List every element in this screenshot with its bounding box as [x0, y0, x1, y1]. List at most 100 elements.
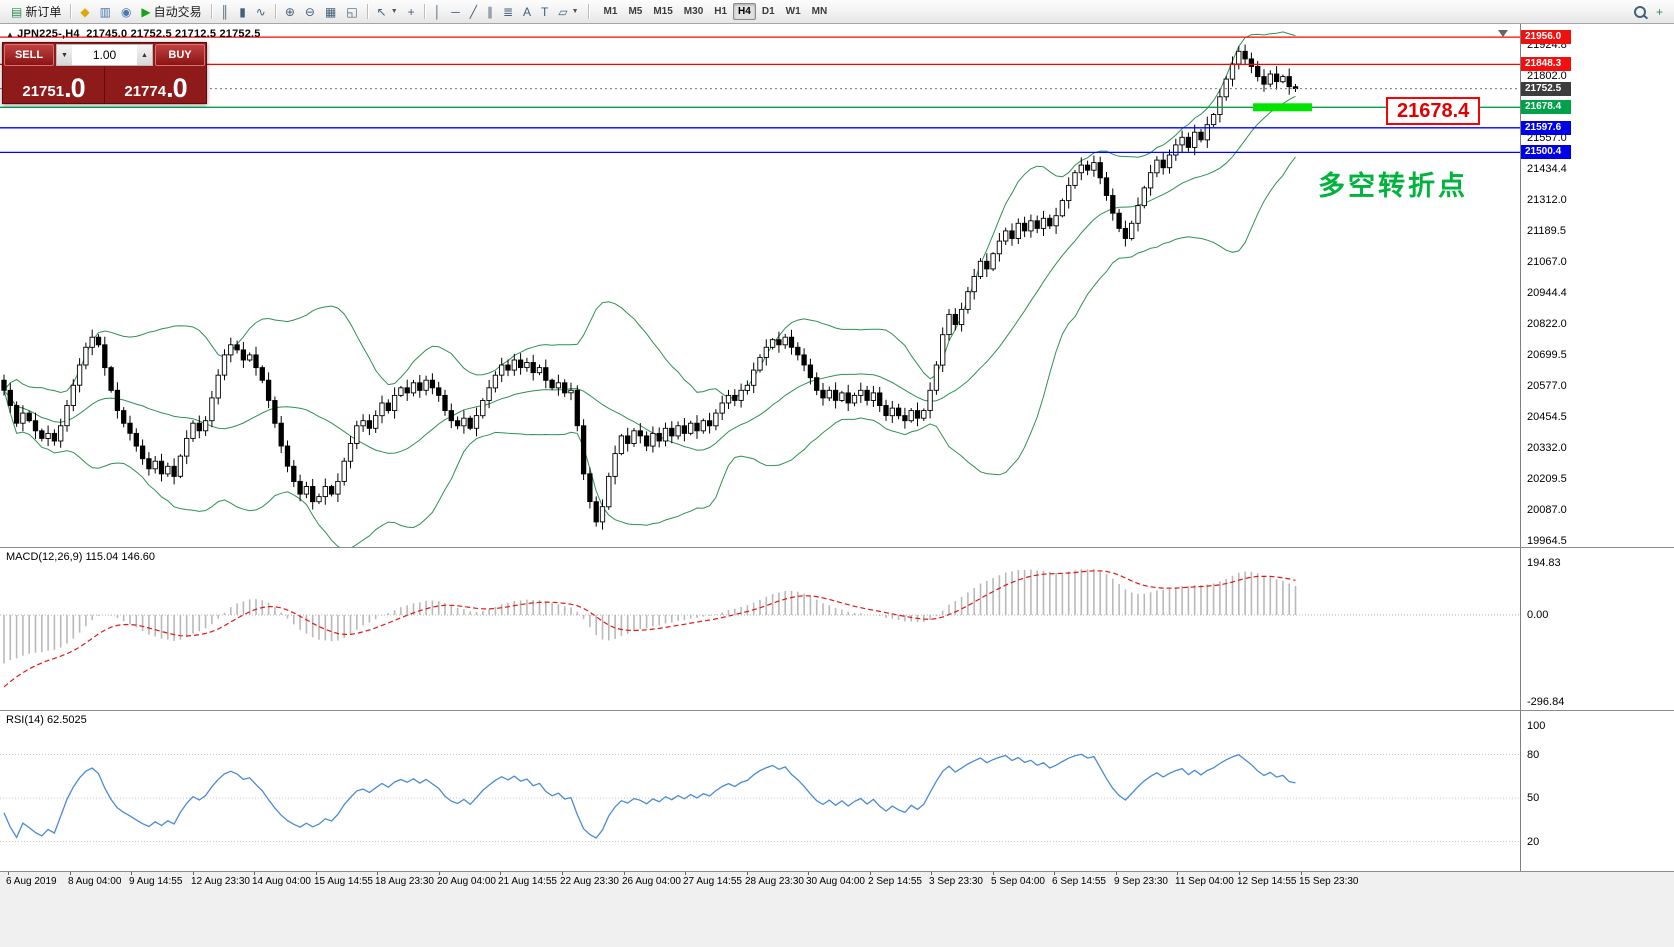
time-label: 22 Aug 23:30 [560, 876, 619, 887]
toolbar-separator [423, 4, 425, 19]
time-label: 8 Aug 04:00 [68, 876, 122, 887]
add-chart-icon: + [1655, 4, 1663, 19]
time-label: 18 Aug 23:30 [375, 876, 434, 887]
crosshair-icon[interactable]: + [403, 1, 420, 22]
main-toolbar: ▤ 新订单 ◆ ▥ ◉ ▶ 自动交易 ║ ▮ ∿ ⊕ ⊖ ▦ ◱ ↖ ▼ + │ ─ ╱ ∥ ≣ A T ▱ ▼ M1 M5 M15 M3… [0, 0, 1674, 24]
rsi-panel[interactable]: RSI(14) 62.5025 [0, 711, 1520, 871]
rsi-label: RSI(14) 62.5025 [6, 714, 87, 726]
time-label: 11 Sep 04:00 [1175, 876, 1234, 887]
price-tick: 21189.5 [1527, 225, 1566, 237]
panel-separator[interactable] [0, 547, 1674, 548]
timeframe-m30-button[interactable]: M30 [683, 6, 704, 17]
macd-panel[interactable]: MACD(12,26,9) 115.04 146.60 [0, 548, 1520, 710]
bar-chart-icon[interactable]: ║ [216, 1, 235, 22]
price-tick: 19964.5 [1527, 535, 1567, 547]
add-chart-icon[interactable]: + [1651, 1, 1668, 22]
panel-separator[interactable] [0, 710, 1674, 711]
macd-label: MACD(12,26,9) 115.04 146.60 [6, 551, 155, 563]
buy-button[interactable]: BUY [155, 44, 205, 66]
vertical-line-icon[interactable]: │ [429, 1, 447, 22]
candlestick-chart-icon[interactable]: ▮ [234, 1, 251, 22]
grid-icon[interactable]: ▦ [320, 1, 341, 22]
volume-increase-button[interactable]: ▲ [137, 45, 152, 65]
time-tick [1301, 872, 1302, 875]
line-chart-icon: ∿ [255, 4, 266, 19]
new-order-button[interactable]: ▤ 新订单 [6, 1, 66, 22]
sell-button[interactable]: SELL [4, 44, 54, 66]
cursor-icon[interactable]: ↖ ▼ [372, 1, 403, 22]
shapes-icon[interactable]: ▱ ▼ [553, 1, 583, 22]
time-tick [500, 872, 501, 875]
volume-decrease-button[interactable]: ▼ [57, 45, 72, 65]
sell-price[interactable]: 21751.0 [3, 67, 105, 103]
history-center-icon[interactable]: ◉ [116, 1, 136, 22]
time-tick [254, 872, 255, 875]
toolbar-separator [366, 4, 368, 19]
time-label: 15 Sep 23:30 [1299, 876, 1359, 887]
trendline-icon[interactable]: ╱ [465, 1, 482, 22]
price-tick: 21067.0 [1527, 256, 1567, 268]
charts-window-icon[interactable]: ▥ [95, 1, 116, 22]
buy-price[interactable]: 21774.0 [105, 67, 206, 103]
text-label-icon: T [541, 4, 549, 19]
zoom-out-icon[interactable]: ⊖ [300, 1, 320, 22]
equidistant-channel-icon[interactable]: ∥ [482, 1, 498, 22]
chart-ohlc-readout: ▲ JPN225-,H4 21745.0 21752.5 21712.5 2175… [6, 28, 261, 40]
auto-trading-icon: ▶ [141, 4, 151, 19]
cursor-icon: ↖ [376, 4, 387, 19]
volume-input[interactable] [72, 45, 137, 65]
time-tick [193, 872, 194, 875]
favorites-icon[interactable]: ◆ [75, 1, 94, 22]
time-tick [1054, 872, 1055, 875]
price-chart-panel[interactable]: ▲ JPN225-,H4 21745.0 21752.5 21712.5 2175… [0, 24, 1520, 547]
rsi-scale-tick: 100 [1527, 720, 1546, 732]
timeframe-h4-button[interactable]: H4 [733, 3, 756, 20]
time-label: 5 Sep 04:00 [991, 876, 1045, 887]
time-label: 12 Sep 14:55 [1237, 876, 1297, 887]
time-label: 21 Aug 14:55 [498, 876, 557, 887]
price-level-callout[interactable]: 21678.4 [1386, 97, 1481, 125]
price-tick: 21557.0 [1527, 132, 1567, 144]
candlestick-chart[interactable] [0, 24, 1520, 547]
price-tick: 20087.0 [1527, 504, 1567, 516]
price-tick: 20944.4 [1527, 287, 1567, 299]
price-scale[interactable]: 21924.8 21802.0 21557.0 21434.4 21312.0 21189… [1520, 24, 1674, 872]
time-tick [1239, 872, 1240, 875]
price-level-tag: 21752.5 [1521, 82, 1571, 96]
time-axis[interactable]: 6 Aug 2019 8 Aug 04:00 9 Aug 14:55 12 Aug 2… [0, 872, 1674, 947]
text-label-icon[interactable]: T [536, 1, 553, 22]
time-tick [377, 872, 378, 875]
rsi-scale-tick: 50 [1527, 792, 1540, 804]
time-label: 9 Aug 14:55 [129, 876, 183, 887]
time-tick [439, 872, 440, 875]
tile-windows-icon[interactable]: ◱ [341, 1, 362, 22]
timeframe-h1-button[interactable]: H1 [714, 6, 728, 17]
horizontal-line-icon[interactable]: ─ [446, 1, 465, 22]
toolbar-separator [587, 4, 589, 19]
sell-price-main: 21751 [22, 82, 65, 100]
timeframe-m5-button[interactable]: M5 [628, 6, 643, 17]
zoom-in-icon: ⊕ [284, 4, 295, 19]
zoom-in-icon[interactable]: ⊕ [280, 1, 300, 22]
text-icon[interactable]: A [518, 1, 536, 22]
search-button[interactable] [1629, 1, 1651, 22]
macd-chart[interactable] [0, 548, 1520, 710]
time-label: 27 Aug 14:55 [683, 876, 742, 887]
timeframe-m15-button[interactable]: M15 [653, 6, 673, 17]
time-tick [316, 872, 317, 875]
dropdown-arrow-icon: ▼ [571, 8, 579, 15]
timeframe-m1-button[interactable]: M1 [603, 6, 618, 17]
line-chart-icon[interactable]: ∿ [251, 1, 271, 22]
rsi-chart[interactable] [0, 711, 1520, 871]
fibonacci-icon[interactable]: ≣ [498, 1, 518, 22]
timeframe-mn-button[interactable]: MN [811, 6, 828, 17]
time-tick [562, 872, 563, 875]
timeframe-w1-button[interactable]: W1 [785, 6, 801, 17]
timeframe-d1-button[interactable]: D1 [761, 6, 775, 17]
price-tick: 21802.0 [1527, 70, 1567, 82]
turning-point-annotation[interactable]: 多空转折点 [1318, 171, 1468, 201]
price-tick: 20822.0 [1527, 318, 1567, 330]
auto-trading-button[interactable]: ▶ 自动交易 [136, 1, 206, 22]
time-tick [685, 872, 686, 875]
price-level-tag: 21678.4 [1521, 100, 1571, 114]
